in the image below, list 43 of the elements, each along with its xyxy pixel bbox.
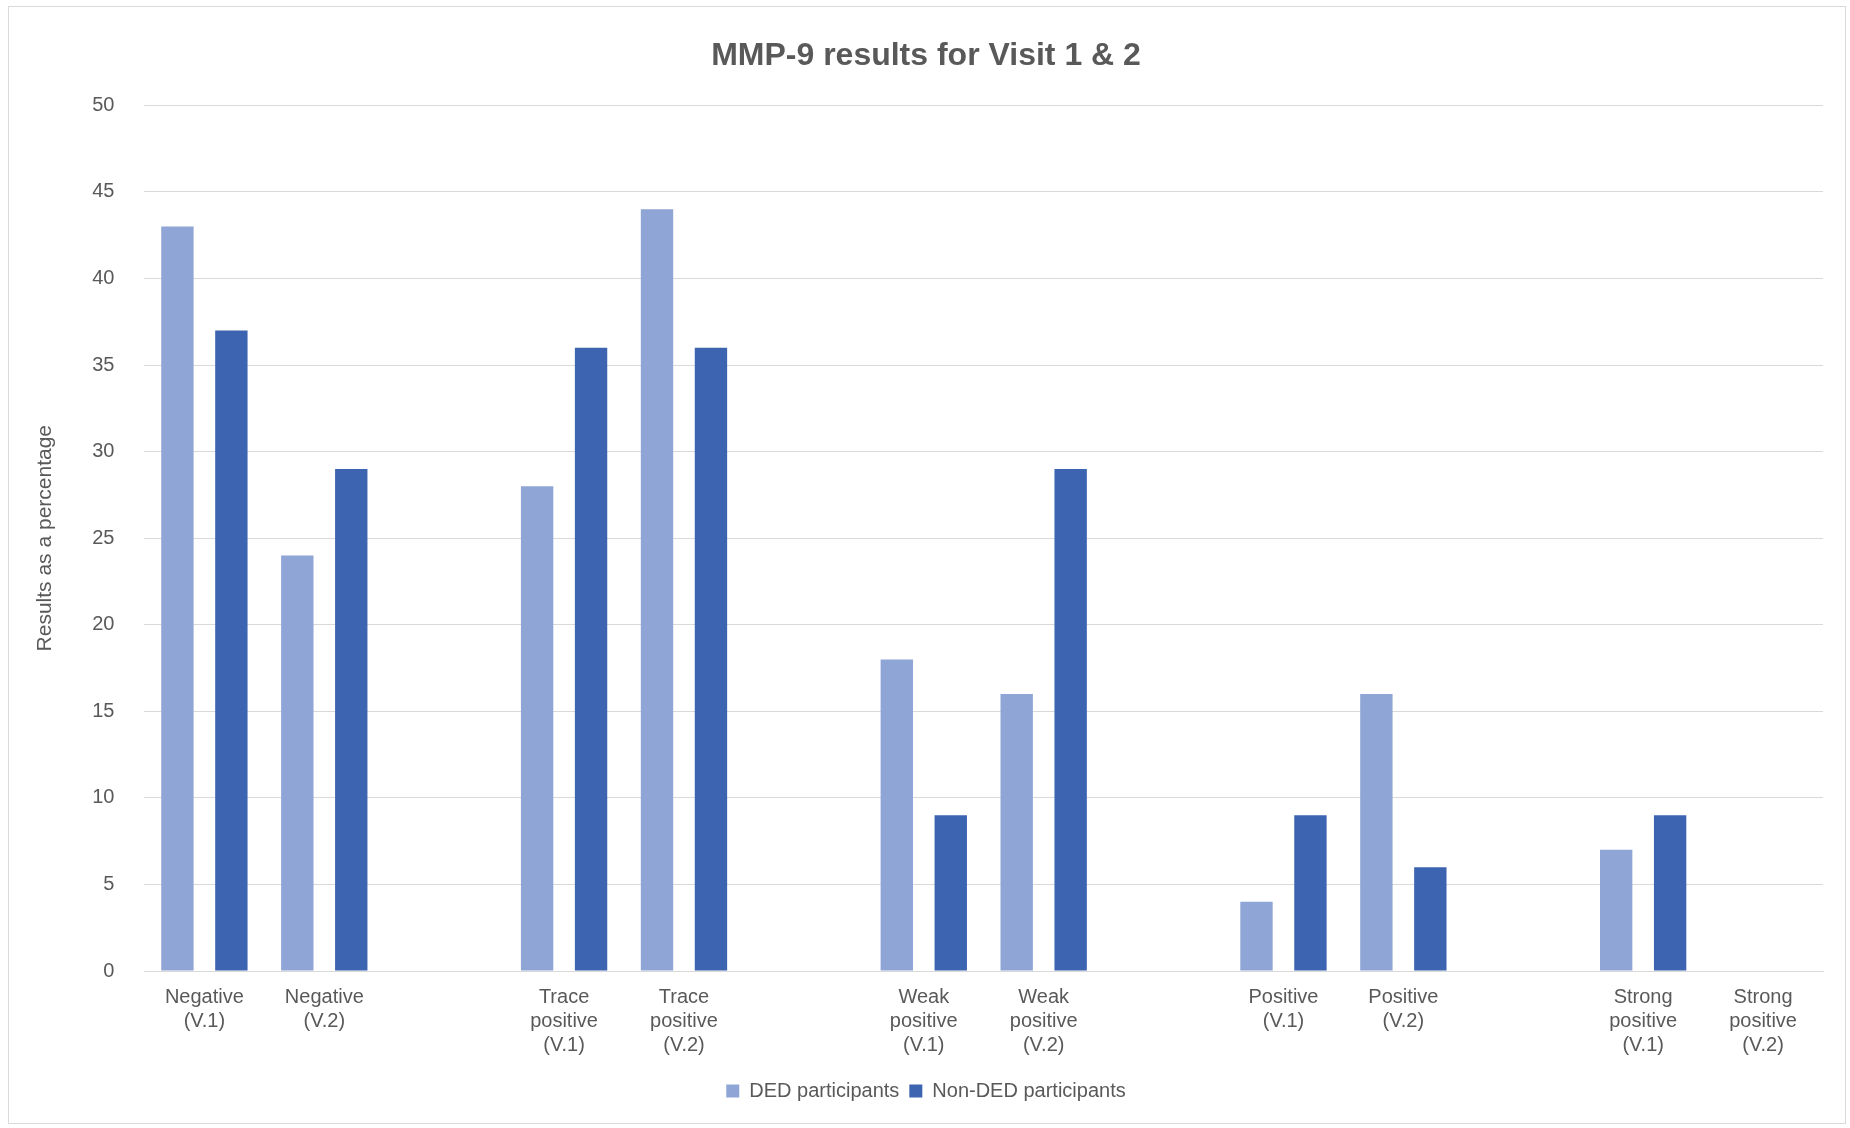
- y-tick-label: 15: [92, 698, 115, 721]
- bar: [1599, 849, 1633, 971]
- bar: [694, 347, 728, 971]
- bar: [161, 226, 194, 971]
- y-tick-label: 0: [103, 958, 115, 981]
- x-tick-label: Negative (V.2): [284, 984, 364, 1031]
- bar: [1653, 815, 1687, 971]
- legend-label: Non-DED participants: [932, 1078, 1126, 1101]
- y-tick-label: 45: [92, 179, 115, 202]
- bar: [1294, 815, 1327, 971]
- bar: [1414, 867, 1447, 971]
- x-tick-label: Weak positive (V.1): [889, 984, 958, 1055]
- x-tick-label: Weak positive (V.2): [1009, 984, 1078, 1055]
- x-tick-label: Positive (V.1): [1248, 984, 1319, 1031]
- bar: [520, 486, 554, 971]
- chart-title: MMP-9 results for Visit 1 & 2: [711, 36, 1141, 73]
- y-axis-title: Results as a percentage: [32, 424, 56, 652]
- y-tick-label: 20: [92, 612, 115, 635]
- y-tick-label: 30: [92, 439, 115, 462]
- bar: [1360, 694, 1393, 971]
- x-tick-label: Trace positive (V.1): [530, 984, 598, 1055]
- x-tick-label: Strong positive (V.2): [1729, 984, 1797, 1055]
- legend-label: DED participants: [749, 1078, 900, 1101]
- bar: [215, 330, 248, 971]
- x-tick-label: Strong positive (V.1): [1609, 984, 1678, 1055]
- bar: [934, 815, 967, 971]
- bar: [640, 209, 674, 971]
- bar: [281, 555, 314, 971]
- x-tick-label: Positive (V.2): [1368, 984, 1439, 1031]
- bar: [1000, 694, 1033, 971]
- bar: [1240, 901, 1273, 971]
- y-tick-label: 10: [92, 785, 115, 808]
- bar: [574, 347, 608, 971]
- y-tick-label: 40: [92, 266, 115, 289]
- bar: [880, 659, 913, 971]
- x-tick-label: Trace positive (V.2): [650, 984, 718, 1055]
- y-tick-label: 35: [92, 352, 115, 375]
- x-tick-label: Negative (V.1): [164, 984, 244, 1031]
- bar: [1054, 468, 1087, 971]
- y-tick-label: 5: [103, 871, 115, 894]
- y-tick-label: 50: [92, 92, 115, 115]
- y-tick-label: 25: [92, 525, 115, 548]
- bar: [335, 468, 368, 971]
